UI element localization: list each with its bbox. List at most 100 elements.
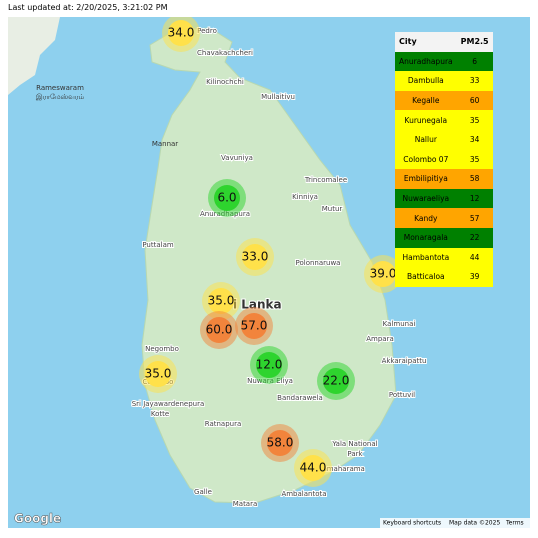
marker[interactable] xyxy=(168,20,194,46)
place: Mullaitivu xyxy=(261,93,295,101)
marker-label: 58.0 xyxy=(267,436,294,450)
marker[interactable] xyxy=(241,313,267,339)
place: Kotte xyxy=(151,410,169,418)
place: Trincomalee xyxy=(304,176,347,184)
place: Yala National xyxy=(331,440,377,448)
pm-cell: 39 xyxy=(469,272,480,282)
marker-label: 35.0 xyxy=(145,367,172,381)
city-cell: Colombo 07 xyxy=(403,154,449,164)
city-cell: Nallur xyxy=(414,135,437,145)
pm-cell: 34 xyxy=(469,135,480,145)
marker-label: 57.0 xyxy=(241,319,268,333)
place: Negombo xyxy=(145,345,179,353)
marker-label: 22.0 xyxy=(323,374,350,388)
city-cell: Kegalle xyxy=(412,96,440,106)
table-header: City PM2.5 xyxy=(395,32,493,52)
place: Tissamaharama xyxy=(308,465,365,473)
place: Kilinochchi xyxy=(206,78,244,86)
marker-label: 33.0 xyxy=(242,250,269,264)
pm-cell: 35 xyxy=(469,115,480,125)
place: Akkaraipattu xyxy=(382,357,427,365)
pm-cell: 58 xyxy=(469,174,480,184)
marker-label: 12.0 xyxy=(256,358,283,372)
table-row: Kandy 57 xyxy=(395,208,493,228)
pm-cell: 6 xyxy=(472,56,478,66)
updated: Last updated at: 2/20/2025, 3:21:02 PM xyxy=(8,3,168,12)
table-row: Hambantota 44 xyxy=(395,247,493,268)
city-cell: Kandy xyxy=(414,213,438,223)
place: Sri Jayawardenepura xyxy=(132,400,205,408)
marker[interactable] xyxy=(370,261,396,287)
place: Mutur xyxy=(322,205,343,213)
pm-cell: 57 xyxy=(469,213,480,223)
pm-cell: 60 xyxy=(469,96,480,106)
pm-cell: 22 xyxy=(469,233,480,243)
place: Kalmunai xyxy=(383,320,416,328)
place: Rameswaram xyxy=(36,84,84,92)
table-row: Embilipitiya 58 xyxy=(395,169,493,189)
marker-label: 34.0 xyxy=(168,26,195,40)
place: Galle xyxy=(194,488,212,496)
table-row: Kegalle 60 xyxy=(395,90,493,111)
pm-table: City PM2.5 Anuradhapura 6 Dambulla 33 Kegalle… xyxy=(395,32,493,287)
marker[interactable] xyxy=(256,352,282,378)
place: Puttalam xyxy=(142,241,174,249)
place: இராமேஸ்வரம் xyxy=(36,93,85,101)
marker[interactable] xyxy=(300,455,326,481)
place: Mannar xyxy=(152,140,178,148)
table-row: Dambulla 33 xyxy=(395,71,493,91)
place: Kinniya xyxy=(292,193,318,201)
city-cell: Embilipitiya xyxy=(403,174,448,184)
table-row: Colombo 07 35 xyxy=(395,149,493,170)
place: Ambalantota xyxy=(281,490,326,498)
place: Ratnapura xyxy=(205,420,242,428)
marker-label: 60.0 xyxy=(206,323,233,337)
city-cell: Batticaloa xyxy=(406,272,445,282)
marker-label: 6.0 xyxy=(217,191,236,205)
place: Chavakachcheri xyxy=(197,49,253,57)
place: Bandarawela xyxy=(277,394,323,402)
google-logo: Google xyxy=(14,512,61,526)
city-cell: Nuwaraeliya xyxy=(402,194,450,204)
marker[interactable] xyxy=(206,317,232,343)
marker[interactable] xyxy=(323,368,349,394)
city-cell: Hambantota xyxy=(402,252,450,262)
marker-label: 44.0 xyxy=(300,461,327,475)
place: Polonnaruwa xyxy=(296,259,341,267)
marker[interactable] xyxy=(267,430,293,456)
city-cell: Monaragala xyxy=(403,233,448,243)
pm-cell: 44 xyxy=(469,252,480,262)
place: Ampara xyxy=(366,335,394,343)
place: Pedro xyxy=(197,27,217,35)
place: Park xyxy=(347,450,363,458)
footer-bg xyxy=(380,518,530,528)
table-row: Anuradhapura 6 xyxy=(395,51,493,72)
table-row: Kurunegala 35 xyxy=(395,110,493,130)
pm-cell: 12 xyxy=(469,194,480,204)
place: Pottuvil xyxy=(389,391,415,399)
footer-link[interactable]: Keyboard shortcuts xyxy=(383,520,441,527)
table-row: Batticaloa 39 xyxy=(395,267,493,287)
pm-cell: 35 xyxy=(469,154,480,164)
markers: 34.0 6.0 33.0 39.0 35.0 60.0 57.0 12.0 22.0 35.0 5… xyxy=(139,17,402,487)
marker[interactable] xyxy=(242,244,268,270)
marker-label: 39.0 xyxy=(370,267,397,281)
marker[interactable] xyxy=(145,361,171,387)
header-cell: PM2.5 xyxy=(456,32,493,52)
pm-cell: 33 xyxy=(469,76,480,86)
india-coast xyxy=(8,17,60,95)
place: Matara xyxy=(233,500,258,508)
footer-link[interactable]: Terms xyxy=(505,520,524,527)
header-cell: City xyxy=(395,32,457,52)
table-row: Nallur 34 xyxy=(395,129,493,150)
marker[interactable] xyxy=(214,185,240,211)
marker[interactable] xyxy=(208,288,234,314)
city-cell: Anuradhapura xyxy=(399,56,453,66)
table-row: Monaragala 22 xyxy=(395,227,493,248)
city-cell: Kurunegala xyxy=(404,115,448,125)
footer-text: Map data ©2025 xyxy=(449,520,500,527)
place: Vavuniya xyxy=(221,154,253,162)
marker-label: 35.0 xyxy=(208,294,235,308)
city-cell: Dambulla xyxy=(407,76,444,86)
